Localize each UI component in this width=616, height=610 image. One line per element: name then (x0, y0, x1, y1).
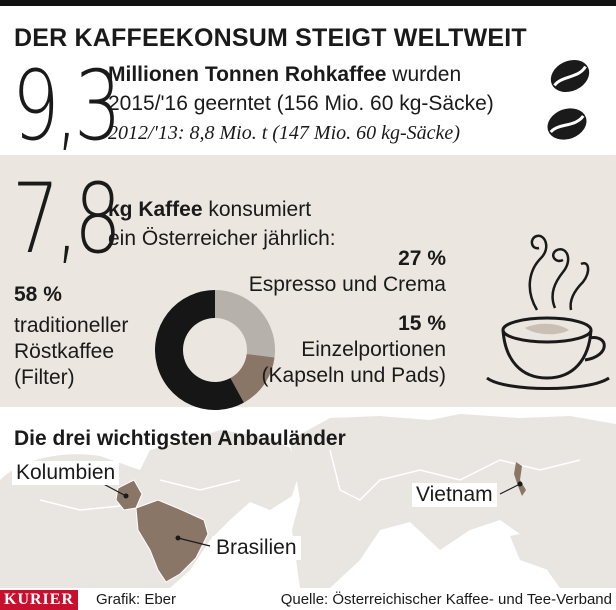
harvest-line-2: 2015/'16 geerntet (156 Mio. 60 kg-Säcke) (108, 92, 494, 115)
segment-espresso-label: Espresso und Crema (248, 273, 446, 296)
map-border (39, 479, 241, 511)
leader-brazil (177, 537, 211, 547)
segment-portions-line-1: Einzelportionen (301, 338, 446, 361)
donut-slice-filter (155, 290, 244, 410)
consumption-rest: konsumiert (202, 198, 312, 221)
harvest-line-1: Millionen Tonnen Rohkaffee wurden (108, 63, 461, 87)
harvest-line-3: 2012/'13: 8,8 Mio. t (147 Mio. 60 kg-Säc… (108, 122, 460, 144)
segment-filter-line-1: traditioneller (14, 314, 129, 337)
consumption-line-2: ein Österreicher jährlich: (108, 227, 336, 250)
consumption-number: 7,8 (12, 163, 122, 275)
consumption-donut-chart (155, 290, 275, 410)
graphic-credit: Grafik: Eber (96, 591, 177, 608)
coffee-cup-icon (486, 234, 610, 390)
segment-portions-line-2: (Kapseln und Pads) (261, 364, 446, 387)
map-landmass (510, 530, 560, 570)
consumption-bold: kg Kaffee (108, 198, 203, 221)
consumption-panel (0, 155, 616, 407)
brand-logo: KURIER (0, 590, 79, 610)
segment-filter-line-2: Röstkaffee (14, 340, 115, 363)
segment-portions-label: Einzelportionen (Kapseln und Pads) (262, 337, 446, 389)
marker-vietnam (517, 481, 523, 487)
leader-vietnam (499, 483, 521, 495)
segment-filter-label: traditioneller Röstkaffee (Filter) (14, 313, 128, 391)
harvest-number: 9,3 (12, 50, 122, 162)
countries-heading: Die drei wichtigsten Anbauländer (14, 427, 346, 450)
donut-slice-espresso (214, 290, 275, 358)
segment-espresso-percent: 27 % (398, 247, 446, 270)
source-note: Quelle: Österreichischer Kaffee- und Tee… (280, 591, 612, 608)
top-rule (0, 0, 616, 6)
coffee-beans-icon (547, 59, 590, 140)
map-highlight-vietnam (514, 462, 526, 496)
marker-brazil (175, 535, 181, 541)
marker-colombia (123, 493, 129, 499)
segment-filter-percent: 58 % (14, 283, 62, 306)
page-title: DER KAFFEEKONSUM STEIGT WELTWEIT (14, 24, 527, 52)
country-label-brazil: Brasilien (212, 536, 301, 560)
map-highlight-brazil (135, 499, 209, 583)
donut-slice-portions (229, 353, 275, 403)
coffee-bean-icon (550, 59, 590, 93)
segment-filter-line-3: (Filter) (14, 366, 75, 389)
segment-portions-percent: 15 % (398, 312, 446, 335)
country-label-colombia: Kolumbien (12, 461, 120, 485)
consumption-line-1: kg Kaffee konsumiert (108, 198, 311, 222)
coffee-bean-icon (547, 108, 587, 140)
country-label-vietnam: Vietnam (412, 483, 497, 507)
map-border (329, 449, 581, 501)
harvest-bold: Millionen Tonnen Rohkaffee (108, 63, 387, 86)
harvest-rest: wurden (386, 63, 462, 86)
